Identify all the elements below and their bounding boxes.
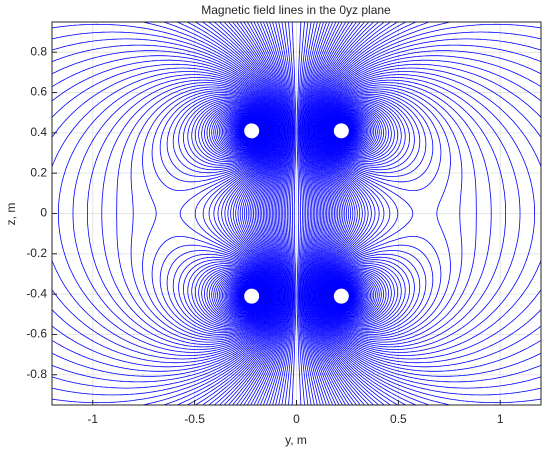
- field-line: [52, 44, 541, 383]
- x-tick-label: 0.5: [390, 412, 407, 426]
- field-line: [191, 100, 402, 327]
- field-line: [236, 22, 357, 405]
- field-line: [52, 59, 541, 368]
- source: [328, 118, 354, 144]
- field-line: [130, 86, 463, 341]
- field-line: [116, 84, 477, 343]
- field-line: [52, 50, 541, 377]
- field-line: [263, 22, 330, 405]
- field-line: [281, 22, 312, 405]
- x-tick-label: -1: [87, 412, 98, 426]
- field-line: [58, 74, 535, 353]
- field-line: [217, 110, 376, 317]
- field-line: [201, 104, 392, 323]
- y-tick-label: -0.2: [26, 246, 47, 260]
- field-line: [269, 22, 324, 405]
- field-line: [266, 22, 327, 405]
- field-line: [228, 22, 365, 405]
- x-tick-label: 1: [497, 412, 504, 426]
- field-line: [52, 31, 541, 396]
- field-line: [52, 67, 541, 360]
- field-line: [218, 111, 375, 316]
- y-tick-label: 0.8: [30, 44, 47, 58]
- field-line: [194, 102, 399, 325]
- field-line: [72, 77, 521, 350]
- source: [328, 283, 354, 309]
- y-tick-label: -0.8: [26, 367, 47, 381]
- field-line: [272, 22, 321, 405]
- x-axis-label: y, m: [285, 433, 307, 447]
- field-line: [52, 71, 541, 356]
- y-tick-label: 0.2: [30, 165, 47, 179]
- sources: [239, 118, 354, 309]
- field-line: [234, 119, 359, 308]
- field-line: [87, 79, 506, 348]
- field-line: [187, 99, 406, 328]
- field-line: [52, 23, 541, 404]
- field-line: [166, 93, 427, 334]
- grid: [52, 22, 541, 405]
- y-tick-label: -0.6: [26, 327, 47, 341]
- x-tick-label: 0: [293, 412, 300, 426]
- field-line: [206, 106, 387, 321]
- y-tick-label: -0.4: [26, 286, 47, 300]
- field-line: [275, 22, 318, 405]
- field-line: [239, 22, 354, 405]
- source: [239, 283, 265, 309]
- field-line: [142, 88, 451, 339]
- x-tick-label: -0.5: [184, 412, 205, 426]
- y-tick-label: 0.6: [30, 85, 47, 99]
- field-line: [291, 22, 302, 405]
- y-tick-label: 0.4: [30, 125, 47, 139]
- field-line: [208, 22, 385, 405]
- field-line: [52, 38, 541, 389]
- field-line: [224, 113, 369, 314]
- field-line: [52, 55, 541, 372]
- field-line: [198, 103, 395, 324]
- field-line: [278, 22, 315, 405]
- source: [239, 118, 265, 144]
- field-line: [101, 82, 492, 345]
- field-line: [159, 92, 434, 335]
- field-line: [172, 95, 421, 332]
- field-line: [52, 63, 541, 364]
- field-line: [220, 111, 373, 316]
- field-line: [288, 22, 305, 405]
- y-tick-label: 0: [40, 206, 47, 220]
- chart-title: Magnetic field lines in the 0yz plane: [201, 3, 391, 17]
- y-axis-label: z, m: [4, 203, 18, 226]
